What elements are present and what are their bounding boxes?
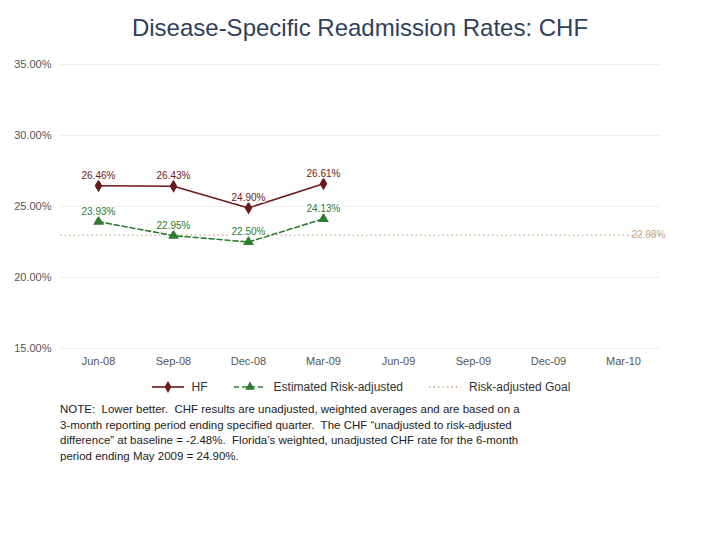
svg-text:Jun-08: Jun-08 (82, 355, 116, 367)
svg-text:23.93%: 23.93% (82, 206, 116, 217)
svg-text:Mar-10: Mar-10 (606, 355, 641, 367)
svg-text:24.13%: 24.13% (307, 203, 341, 214)
html-text:NOTE: Lower better. CHF result: NOTE: Lower better. CHF results are unad… (60, 403, 520, 462)
svg-text:30.00%: 30.00% (14, 129, 52, 141)
svg-text:Jun-09: Jun-09 (382, 355, 416, 367)
html-text:Risk-adjusted Goal: Risk-adjusted Goal (469, 380, 571, 394)
html-text:Estimated Risk-adjusted: Estimated Risk-adjusted (273, 380, 403, 394)
html-text:HF: HF (191, 380, 208, 394)
html-text:Disease-Specific Readmission R: Disease-Specific Readmission Rates: CHF (131, 14, 589, 41)
svg-text:22.95%: 22.95% (157, 220, 191, 231)
svg-text:Dec-08: Dec-08 (231, 355, 266, 367)
svg-text:35.00%: 35.00% (14, 58, 52, 70)
svg-text:22.98%: 22.98% (632, 229, 666, 240)
svg-text:Sep-08: Sep-08 (156, 355, 191, 367)
svg-text:25.00%: 25.00% (14, 200, 52, 212)
svg-text:26.61%: 26.61% (307, 168, 341, 179)
svg-text:15.00%: 15.00% (14, 342, 52, 354)
svg-text:Mar-09: Mar-09 (306, 355, 341, 367)
svg-text:24.90%: 24.90% (232, 192, 266, 203)
svg-text:Sep-09: Sep-09 (456, 355, 491, 367)
svg-text:22.50%: 22.50% (232, 226, 266, 237)
svg-text:26.43%: 26.43% (157, 170, 191, 181)
svg-text:Dec-09: Dec-09 (531, 355, 566, 367)
svg-text:26.46%: 26.46% (82, 170, 116, 181)
svg-text:20.00%: 20.00% (14, 271, 52, 283)
